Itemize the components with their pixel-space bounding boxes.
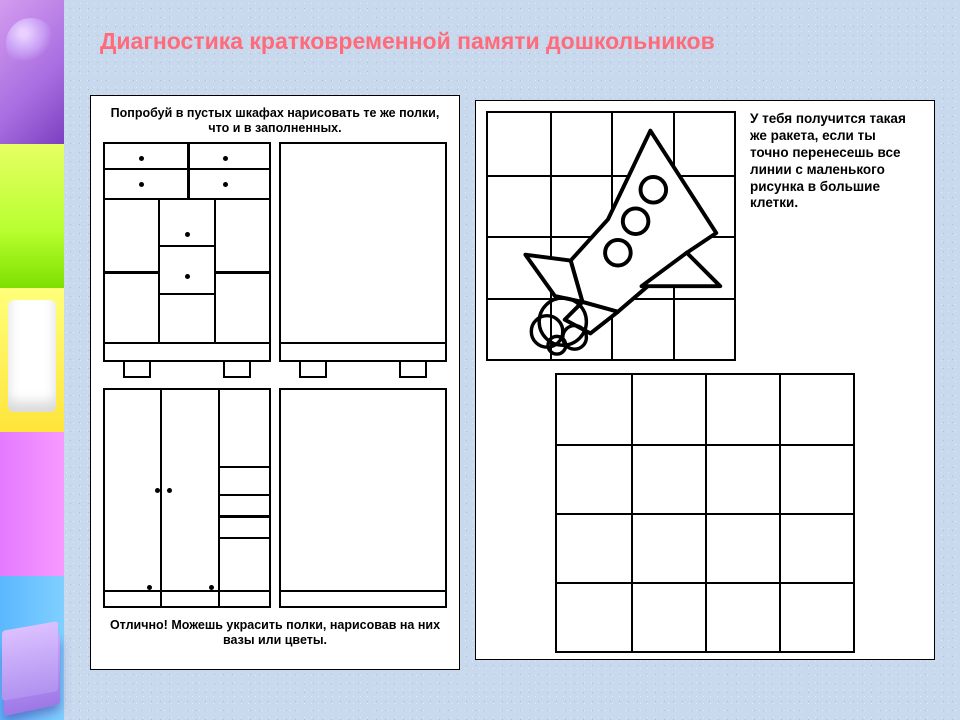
strip-tile-blue (0, 576, 64, 720)
rocket-small-grid (486, 111, 736, 361)
strip-tile-purple (0, 0, 64, 144)
wardrobe-empty (279, 388, 447, 608)
rocket-big-grid (555, 373, 855, 653)
shelf-row-2 (103, 388, 447, 608)
worksheet-shelves: Попробуй в пустых шкафах нарисовать те ж… (90, 95, 460, 670)
shelf-row-1 (103, 142, 447, 362)
rocket-drawing (488, 113, 734, 359)
decorative-left-strip (0, 0, 64, 720)
wardrobe-filled (103, 388, 271, 608)
strip-tile-green (0, 144, 64, 288)
slide-title: Диагностика кратковременной памяти дошко… (100, 28, 715, 55)
strip-tile-yellow (0, 288, 64, 432)
strip-tile-pink (0, 432, 64, 576)
dresser-empty (279, 142, 447, 362)
worksheet-rocket: У тебя получится такая же ракета, если т… (475, 100, 935, 660)
instruction-top: Попробуй в пустых шкафах нарисовать те ж… (103, 106, 447, 136)
rocket-instruction: У тебя получится такая же ракета, если т… (736, 111, 924, 361)
instruction-bottom: Отлично! Можешь украсить полки, нарисова… (103, 618, 447, 648)
dresser-filled (103, 142, 271, 362)
